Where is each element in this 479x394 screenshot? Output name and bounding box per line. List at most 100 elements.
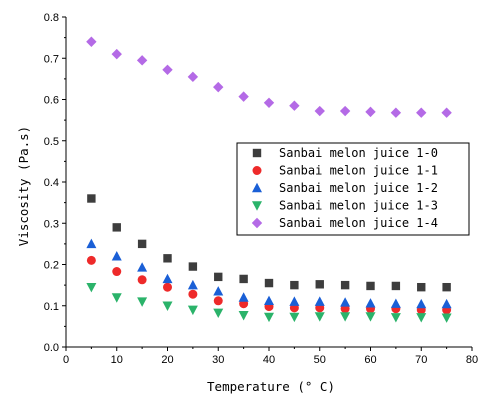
data-point [111, 251, 122, 261]
data-point [339, 105, 351, 117]
data-point [390, 107, 402, 118]
data-point [289, 312, 300, 323]
y-axis-label: Viscosity (Pa.s) [16, 126, 31, 246]
data-point [264, 278, 274, 288]
legend-marker [252, 148, 262, 158]
legend-marker [251, 217, 263, 229]
data-point [187, 305, 198, 316]
data-point [441, 313, 452, 323]
data-point [214, 272, 223, 282]
data-point [390, 298, 401, 308]
x-tick-label: 70 [415, 354, 427, 366]
data-point [137, 239, 147, 249]
data-point [314, 296, 325, 306]
data-point [187, 279, 198, 290]
x-tick-label: 0 [63, 354, 69, 366]
data-point [390, 313, 401, 323]
data-point [213, 296, 223, 306]
data-point [188, 289, 198, 299]
data-point [391, 281, 401, 291]
data-point [365, 298, 376, 308]
data-point [137, 262, 148, 272]
x-tick-label: 60 [364, 354, 376, 366]
y-tick-label: 0.0 [44, 342, 59, 354]
data-point [86, 238, 97, 249]
data-point [87, 194, 96, 203]
legend-item: Sanbai melon juice 1-4 [251, 216, 438, 230]
y-tick-label: 0.6 [44, 95, 59, 107]
legend: Sanbai melon juice 1-0 Sanbai melon juice… [236, 142, 470, 236]
data-point [238, 311, 249, 321]
data-point [416, 298, 427, 309]
legend-label: Sanbai melon juice 1-2 [279, 181, 438, 195]
data-point [137, 275, 147, 285]
series-0 [87, 194, 451, 292]
data-point [112, 223, 121, 232]
data-point [238, 91, 249, 102]
y-tick-label: 0.4 [44, 177, 59, 189]
legend-marker [252, 201, 262, 211]
legend-marker [252, 166, 262, 175]
x-tick-label: 50 [314, 354, 326, 366]
data-point [315, 280, 324, 289]
data-point [163, 282, 172, 292]
data-point [365, 312, 376, 322]
data-point [112, 267, 122, 277]
data-point [442, 282, 451, 292]
series-4 [86, 36, 452, 118]
data-point [213, 286, 224, 296]
data-point [314, 105, 325, 117]
data-point [213, 81, 224, 93]
data-point [213, 308, 224, 318]
x-tick-label: 10 [111, 354, 123, 366]
data-point [340, 312, 351, 322]
data-point [264, 295, 274, 305]
y-tick-label: 0.1 [44, 301, 59, 313]
data-point [441, 298, 452, 309]
data-point [340, 280, 350, 290]
data-point [162, 64, 173, 75]
data-point [162, 273, 173, 284]
data-point [314, 312, 325, 322]
data-point [163, 254, 172, 263]
series-3 [86, 282, 452, 323]
data-point [340, 297, 351, 307]
y-tick-label: 0.3 [44, 218, 59, 230]
data-point [366, 281, 375, 291]
data-point [86, 255, 96, 265]
data-point [111, 293, 122, 303]
data-point [137, 297, 148, 307]
tick-marks [62, 16, 473, 351]
data-point [264, 312, 274, 323]
data-point [136, 55, 148, 66]
data-point [365, 106, 376, 118]
y-tick-label: 0.2 [44, 260, 59, 272]
legend-label: Sanbai melon juice 1-0 [279, 146, 438, 160]
legend-label: Sanbai melon juice 1-1 [279, 164, 438, 178]
tick-labels: 0 10 20 30 40 50 60 70 80 0.0 0.1 0.2 0.3 0.4 0.5 0.6 0.… [44, 12, 478, 366]
x-tick-label: 80 [466, 354, 478, 366]
legend-box [236, 142, 470, 236]
legend-item: Sanbai melon juice 1-2 [252, 181, 438, 195]
data-point [86, 282, 97, 293]
legend-item: Sanbai melon juice 1-1 [252, 164, 438, 178]
data-point [417, 282, 426, 292]
data-point [441, 107, 452, 118]
legend-item: Sanbai melon juice 1-3 [252, 199, 438, 213]
data-point [238, 292, 249, 302]
data-point [289, 100, 300, 111]
y-tick-label: 0.7 [44, 53, 59, 65]
series-2 [86, 238, 452, 309]
data-point [162, 301, 173, 311]
data-point [290, 280, 299, 290]
data-point [416, 313, 427, 323]
data-point [187, 71, 199, 83]
data-point [86, 36, 97, 47]
x-tick-label: 20 [161, 354, 173, 366]
y-tick-label: 0.5 [44, 136, 59, 148]
legend-item: Sanbai melon juice 1-0 [252, 146, 438, 160]
legend-marker [252, 182, 262, 193]
legend-label: Sanbai melon juice 1-3 [279, 199, 438, 213]
data-point [188, 262, 198, 271]
